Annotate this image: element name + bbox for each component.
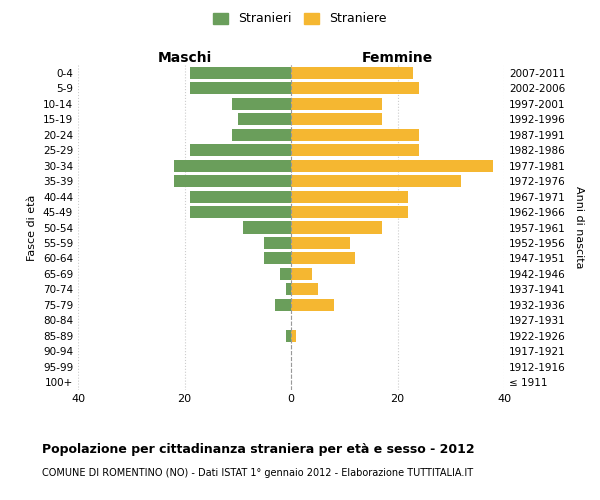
Bar	[291, 82, 419, 94]
Bar	[291, 175, 461, 187]
Bar	[232, 98, 291, 110]
Y-axis label: Fasce di età: Fasce di età	[28, 194, 37, 260]
Bar	[291, 206, 408, 218]
Bar	[291, 128, 419, 140]
Bar	[286, 284, 291, 296]
Bar	[265, 252, 291, 264]
Bar	[291, 98, 382, 110]
Bar	[275, 299, 291, 311]
Bar	[291, 160, 493, 172]
Legend: Stranieri, Straniere: Stranieri, Straniere	[209, 8, 391, 29]
Bar	[291, 330, 296, 342]
Bar	[291, 284, 317, 296]
Bar	[291, 190, 408, 202]
Bar	[291, 237, 350, 249]
Bar	[190, 190, 291, 202]
Bar	[291, 222, 382, 234]
Bar	[291, 113, 382, 125]
Bar	[174, 175, 291, 187]
Y-axis label: Anni di nascita: Anni di nascita	[574, 186, 584, 269]
Bar	[190, 206, 291, 218]
Bar	[291, 299, 334, 311]
Text: COMUNE DI ROMENTINO (NO) - Dati ISTAT 1° gennaio 2012 - Elaborazione TUTTITALIA.: COMUNE DI ROMENTINO (NO) - Dati ISTAT 1°…	[42, 468, 473, 477]
Bar	[280, 268, 291, 280]
Bar	[286, 330, 291, 342]
Text: Maschi: Maschi	[157, 51, 212, 65]
Bar	[291, 252, 355, 264]
Bar	[243, 222, 291, 234]
Bar	[190, 144, 291, 156]
Text: Popolazione per cittadinanza straniera per età e sesso - 2012: Popolazione per cittadinanza straniera p…	[42, 442, 475, 456]
Bar	[190, 66, 291, 79]
Bar	[238, 113, 291, 125]
Bar	[232, 128, 291, 140]
Bar	[291, 144, 419, 156]
Bar	[291, 66, 413, 79]
Text: Femmine: Femmine	[362, 51, 433, 65]
Bar	[265, 237, 291, 249]
Bar	[174, 160, 291, 172]
Bar	[190, 82, 291, 94]
Bar	[291, 268, 313, 280]
